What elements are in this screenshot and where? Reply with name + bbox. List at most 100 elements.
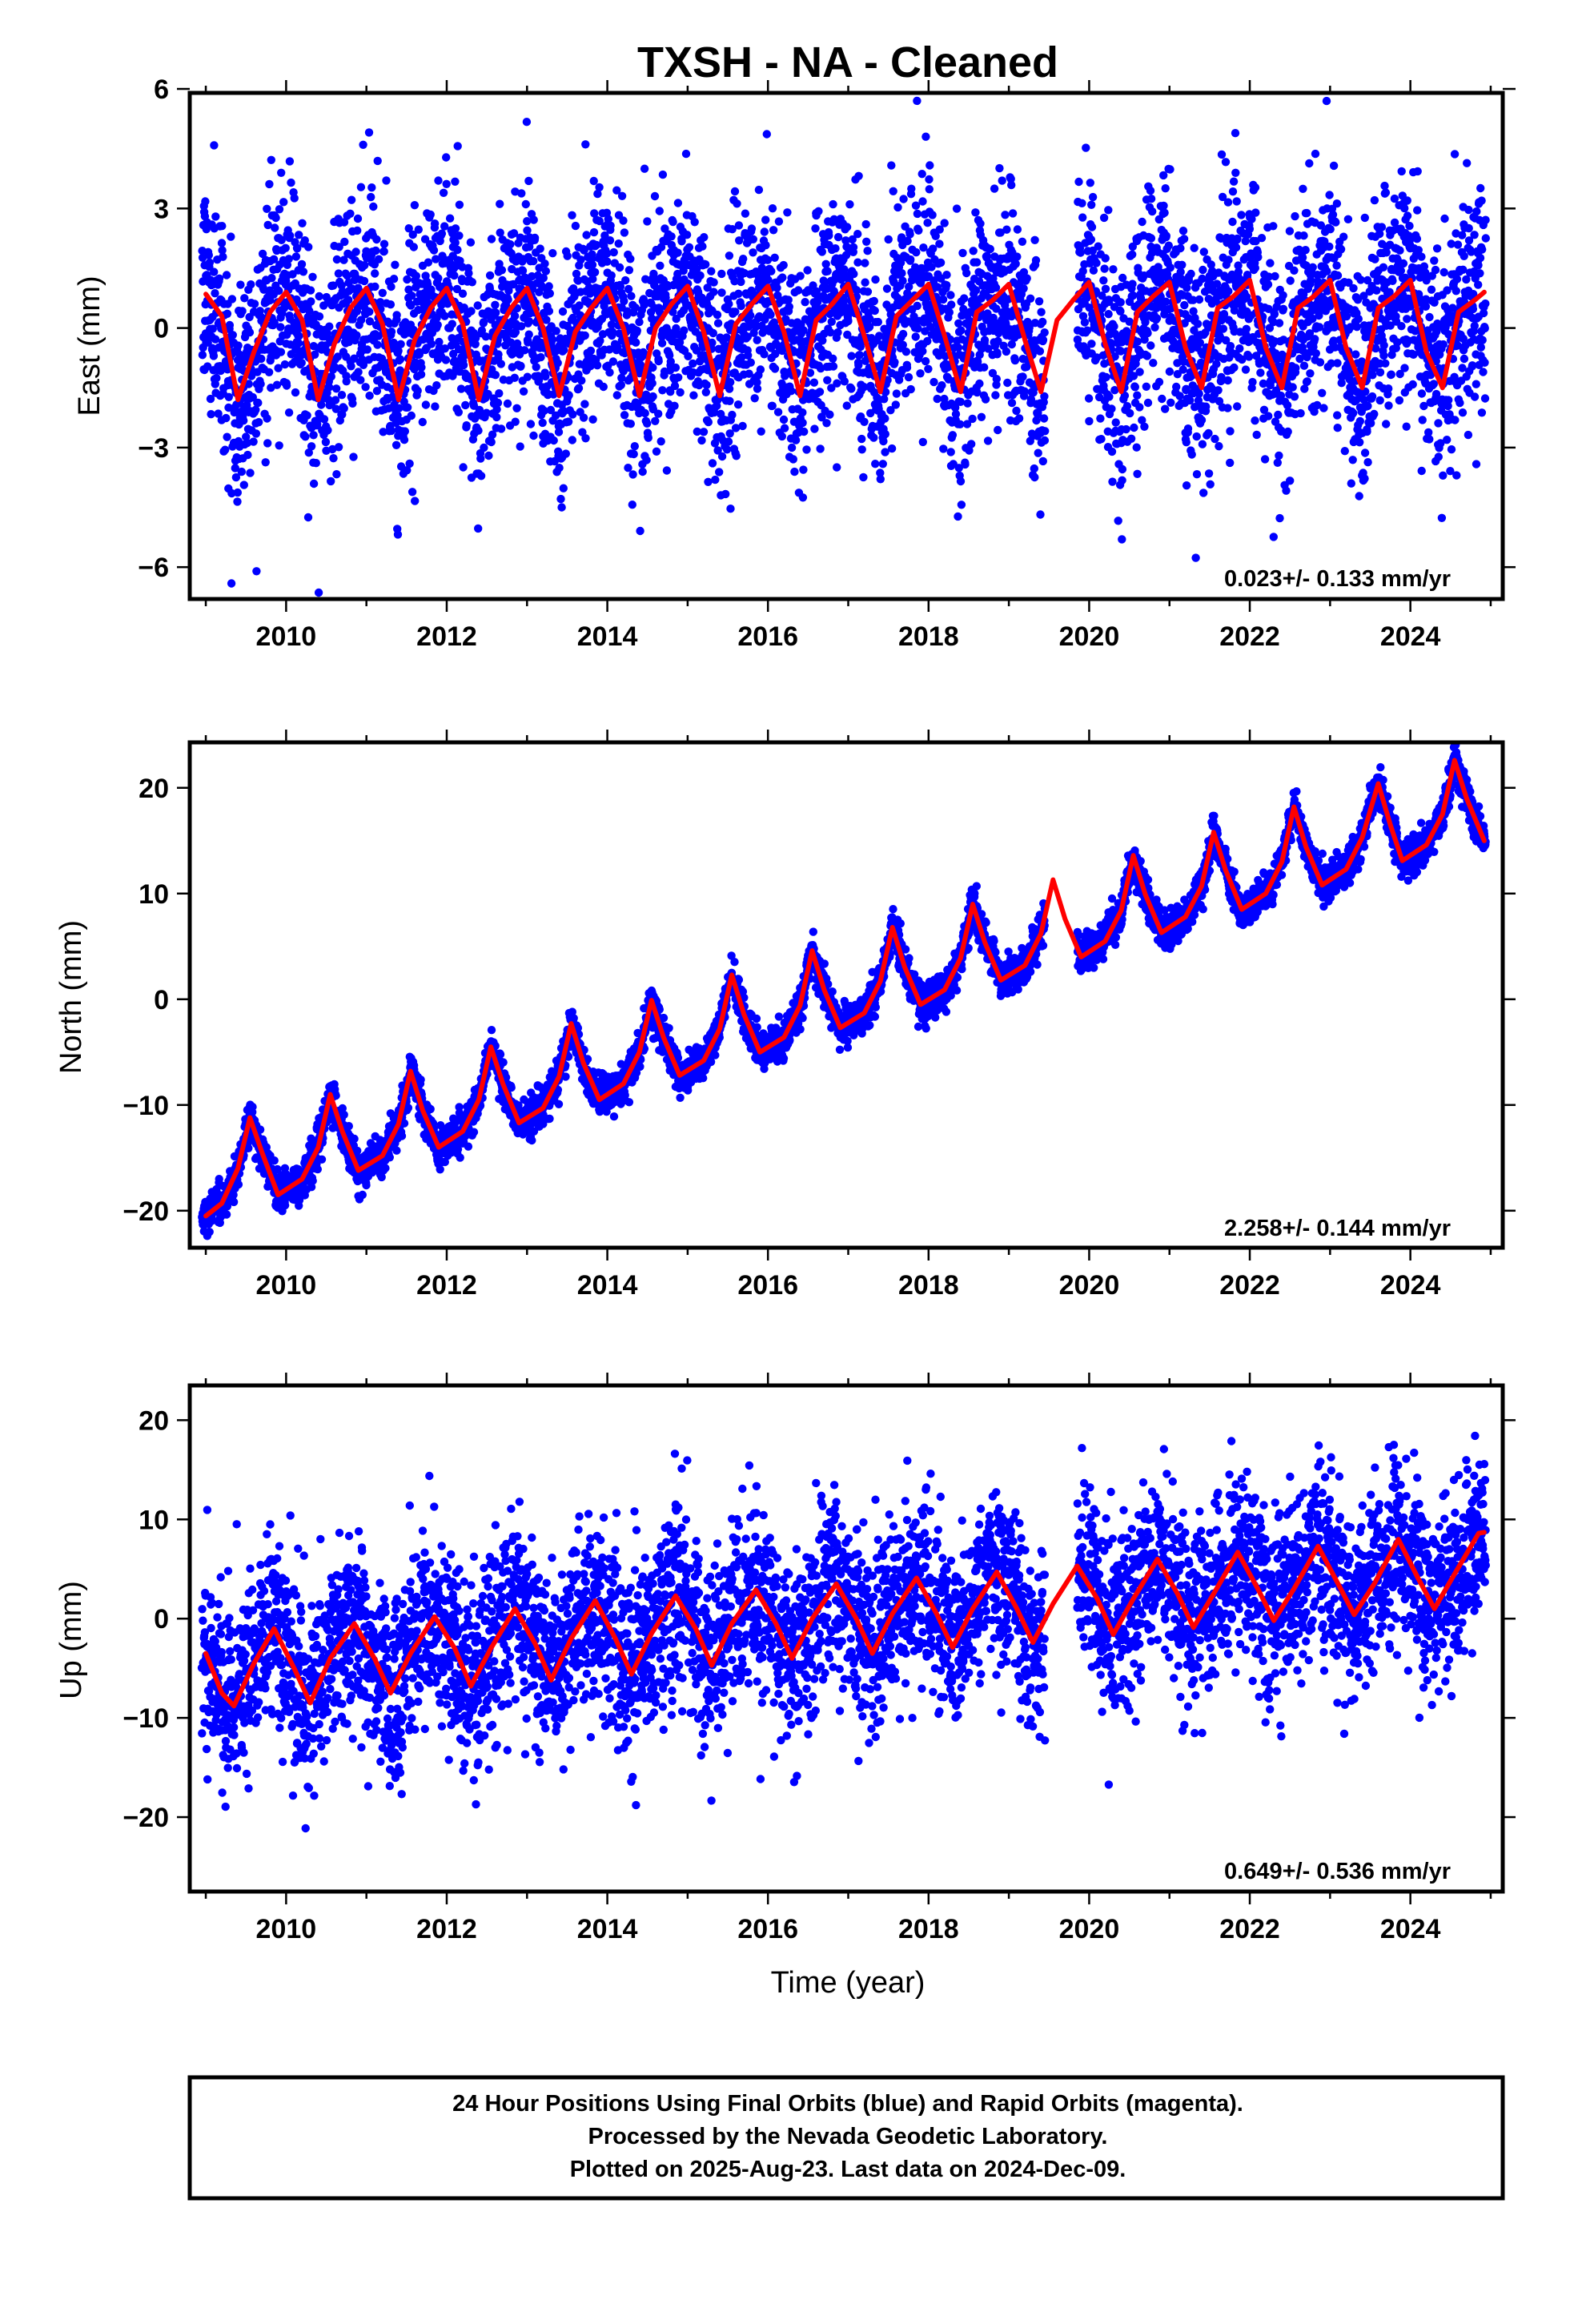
east-data-point bbox=[540, 406, 548, 416]
east-data-point bbox=[311, 459, 320, 468]
east-data-point bbox=[737, 277, 745, 287]
east-data-point bbox=[1290, 266, 1299, 275]
east-data-point bbox=[1094, 242, 1102, 251]
east-data-point bbox=[952, 204, 962, 213]
east-data-point bbox=[228, 331, 237, 340]
east-data-point bbox=[1087, 223, 1097, 231]
east-data-point bbox=[1193, 320, 1203, 328]
east-data-point bbox=[496, 199, 504, 208]
east-data-point bbox=[1370, 195, 1379, 205]
east-data-point bbox=[606, 221, 615, 230]
east-data-point bbox=[231, 464, 239, 472]
east-data-point bbox=[753, 384, 762, 393]
east-data-point bbox=[1080, 318, 1090, 327]
east-data-point bbox=[411, 497, 420, 505]
east-data-point bbox=[393, 530, 403, 539]
east-data-point bbox=[331, 384, 341, 393]
east-data-point bbox=[938, 381, 946, 390]
east-data-point bbox=[768, 401, 777, 410]
east-data-point bbox=[747, 224, 757, 233]
east-data-point bbox=[680, 326, 689, 335]
east-data-point bbox=[638, 467, 647, 476]
east-data-point bbox=[1228, 187, 1238, 196]
east-data-point bbox=[662, 466, 672, 475]
east-data-point bbox=[351, 247, 360, 256]
east-data-point bbox=[1214, 386, 1223, 395]
east-data-point bbox=[564, 391, 573, 400]
east-data-point bbox=[523, 372, 532, 381]
east-data-point bbox=[247, 280, 255, 289]
east-data-point bbox=[880, 395, 889, 404]
east-data-point bbox=[861, 219, 870, 229]
east-data-point bbox=[925, 185, 934, 194]
east-data-point bbox=[650, 191, 660, 201]
east-data-point bbox=[263, 204, 271, 213]
east-data-point bbox=[947, 300, 956, 309]
east-data-point bbox=[432, 381, 441, 390]
east-data-point bbox=[814, 207, 823, 215]
east-data-point bbox=[1143, 328, 1152, 338]
east-data-point bbox=[1128, 250, 1137, 259]
east-data-point bbox=[516, 322, 526, 331]
east-data-point bbox=[592, 361, 602, 370]
east-data-point bbox=[472, 333, 480, 343]
east-data-point bbox=[1152, 314, 1162, 323]
east-data-point bbox=[529, 431, 538, 440]
east-data-point bbox=[626, 420, 635, 428]
east-data-point bbox=[817, 247, 826, 256]
east-data-point bbox=[577, 376, 586, 385]
east-data-point bbox=[1417, 466, 1426, 476]
east-data-point bbox=[1086, 179, 1095, 187]
east-data-point bbox=[926, 161, 934, 170]
east-data-point bbox=[1074, 177, 1083, 187]
east-data-point bbox=[960, 294, 969, 303]
east-data-point bbox=[869, 433, 878, 442]
east-data-point bbox=[223, 432, 231, 441]
east-data-point bbox=[394, 347, 403, 356]
east-data-point bbox=[760, 227, 769, 236]
east-data-point bbox=[829, 354, 837, 363]
east-data-point bbox=[652, 447, 661, 456]
east-data-point bbox=[689, 359, 697, 368]
east-data-point bbox=[576, 255, 585, 264]
east-data-point bbox=[902, 363, 912, 372]
east-data-point bbox=[914, 226, 923, 235]
east-data-point bbox=[307, 297, 315, 306]
east-data-point bbox=[990, 184, 999, 193]
east-data-point bbox=[227, 579, 236, 588]
east-data-point bbox=[1333, 271, 1343, 280]
east-data-point bbox=[461, 400, 470, 410]
east-data-point bbox=[898, 276, 907, 285]
east-data-point bbox=[578, 428, 587, 436]
east-data-point bbox=[1275, 319, 1284, 328]
east-data-point bbox=[466, 238, 476, 247]
east-data-point bbox=[516, 361, 525, 371]
east-data-point bbox=[473, 301, 482, 310]
east-data-point bbox=[1348, 456, 1357, 464]
east-data-point bbox=[304, 243, 313, 251]
east-data-point bbox=[1282, 486, 1291, 495]
east-data-point bbox=[980, 363, 989, 372]
east-data-point bbox=[476, 472, 486, 480]
east-data-point bbox=[887, 444, 897, 453]
east-data-point bbox=[946, 448, 955, 456]
east-data-point bbox=[1354, 315, 1363, 324]
east-data-point bbox=[293, 244, 302, 253]
east-data-point bbox=[1020, 387, 1029, 396]
east-data-point bbox=[1199, 247, 1209, 256]
east-data-point bbox=[730, 187, 740, 196]
east-data-point bbox=[921, 356, 930, 366]
east-data-point bbox=[484, 451, 493, 460]
east-data-point bbox=[1319, 404, 1328, 412]
east-data-point bbox=[956, 476, 966, 486]
east-data-point bbox=[1087, 200, 1096, 209]
east-data-point bbox=[630, 442, 639, 451]
east-data-point bbox=[269, 255, 279, 263]
east-data-point bbox=[1087, 340, 1096, 348]
east-data-point bbox=[227, 232, 235, 241]
east-data-point bbox=[968, 414, 977, 424]
east-data-point bbox=[227, 295, 237, 304]
east-data-point bbox=[713, 310, 722, 320]
east-data-point bbox=[405, 459, 414, 468]
east-data-point bbox=[1388, 276, 1397, 285]
